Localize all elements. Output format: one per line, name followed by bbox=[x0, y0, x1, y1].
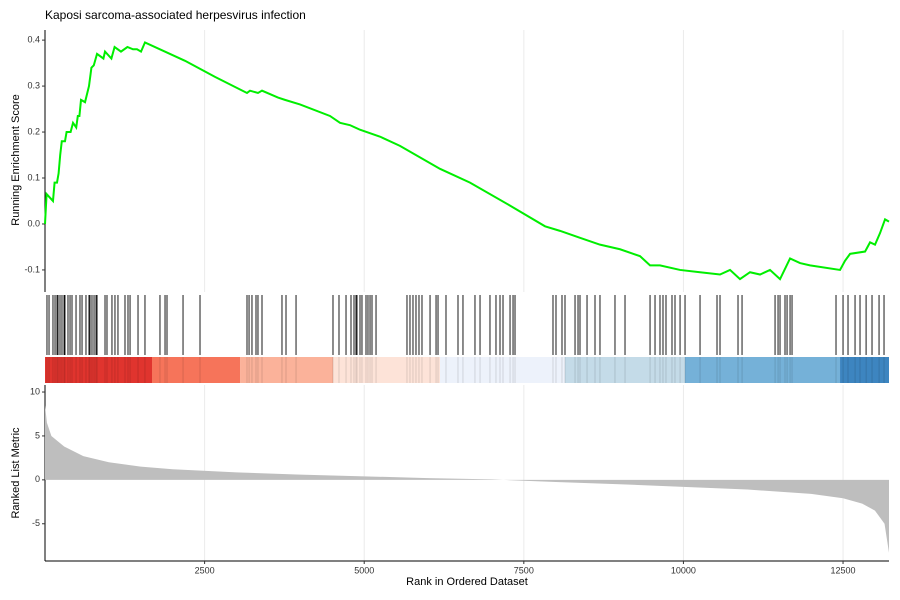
rank-band bbox=[240, 357, 333, 383]
y-tick-label: 5 bbox=[35, 430, 40, 440]
y-tick-label: 0.4 bbox=[27, 34, 40, 44]
x-tick-label: 12500 bbox=[831, 565, 856, 575]
y-axis-label: Ranked List Metric bbox=[10, 427, 22, 519]
rank-band bbox=[332, 357, 440, 383]
ranked-metric-area bbox=[45, 405, 889, 553]
enrichment-line bbox=[44, 41, 890, 281]
y-tick-label: 0.2 bbox=[27, 126, 40, 136]
x-axis-label: Rank in Ordered Dataset bbox=[406, 576, 528, 588]
x-tick-label: 7500 bbox=[514, 565, 534, 575]
rank-band bbox=[439, 357, 565, 383]
rank-band bbox=[152, 357, 241, 383]
x-tick-label: 5000 bbox=[354, 565, 374, 575]
rank-band bbox=[45, 357, 153, 383]
y-axis-label: Running Enrichment Score bbox=[10, 94, 22, 225]
y-tick-label: 0.1 bbox=[27, 172, 40, 182]
y-tick-label: 0.3 bbox=[27, 80, 40, 90]
rank-band bbox=[840, 357, 889, 383]
y-tick-label: 10 bbox=[30, 386, 40, 396]
y-tick-label: 0.0 bbox=[27, 218, 40, 228]
y-tick-label: -0.1 bbox=[24, 264, 40, 274]
x-tick-label: 10000 bbox=[671, 565, 696, 575]
chart-title: Kaposi sarcoma-associated herpesvirus in… bbox=[45, 8, 306, 22]
y-tick-label: -5 bbox=[32, 518, 40, 528]
x-tick-label: 2500 bbox=[195, 565, 215, 575]
rank-band bbox=[564, 357, 686, 383]
y-tick-label: 0 bbox=[35, 474, 40, 484]
rank-band bbox=[685, 357, 841, 383]
